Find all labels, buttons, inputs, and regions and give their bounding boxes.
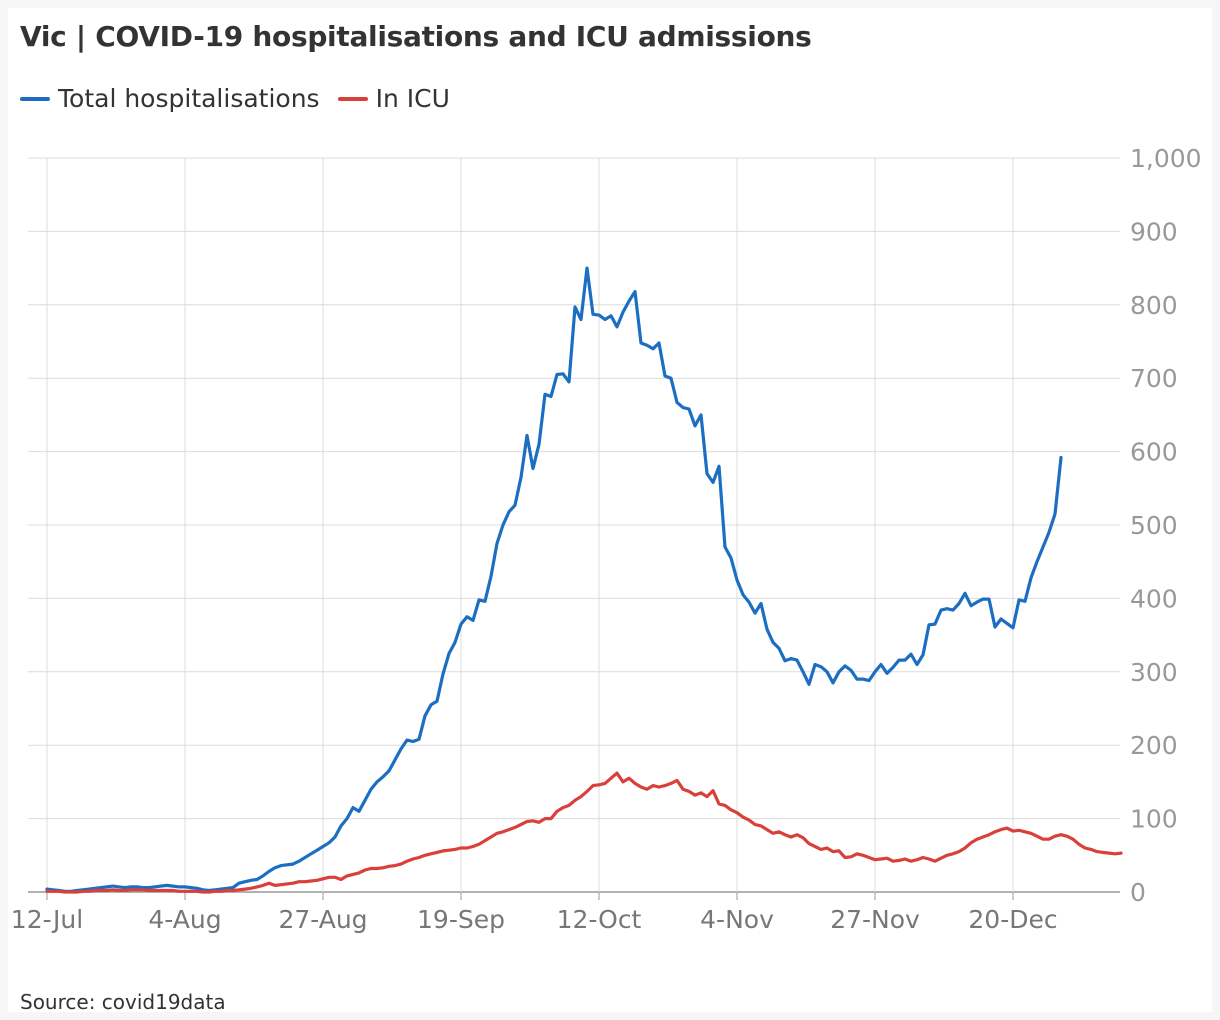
x-tick-label: 20-Dec	[968, 905, 1057, 934]
y-tick-label: 800	[1130, 291, 1178, 320]
x-tick-label: 27-Nov	[830, 905, 920, 934]
legend-swatch-in-icu	[337, 96, 368, 101]
y-tick-label: 400	[1130, 584, 1178, 613]
chart-title: Vic | COVID-19 hospitalisations and ICU …	[20, 20, 812, 53]
y-tick-label: 200	[1130, 731, 1178, 760]
legend-item-total-hospitalisations: Total hospitalisations	[20, 84, 320, 113]
legend-label-in-icu: In ICU	[375, 84, 450, 113]
y-tick-label: 100	[1130, 805, 1178, 834]
legend-swatch-total-hospitalisations	[20, 96, 50, 101]
x-tick-label: 27-Aug	[278, 905, 367, 934]
x-tick-label: 12-Jul	[11, 905, 83, 934]
legend-label-total-hospitalisations: Total hospitalisations	[58, 84, 320, 113]
series-line-total-hospitalisations	[45, 266, 1063, 893]
x-tick-label: 4-Nov	[700, 905, 774, 934]
series-line-in-icu	[45, 771, 1123, 894]
y-tick-label: 600	[1130, 438, 1178, 467]
y-tick-label: 300	[1130, 658, 1178, 687]
x-tick-label: 19-Sep	[417, 905, 505, 934]
legend-item-in-icu: In ICU	[337, 84, 450, 113]
y-tick-label: 0	[1130, 878, 1146, 907]
chart-card: Vic | COVID-19 hospitalisations and ICU …	[8, 8, 1212, 1014]
y-tick-label: 500	[1130, 511, 1178, 540]
x-tick-label: 4-Aug	[148, 905, 221, 934]
y-tick-label: 1,000	[1130, 144, 1202, 173]
legend: Total hospitalisations In ICU	[20, 84, 468, 113]
x-tick-label: 12-Oct	[557, 905, 642, 934]
y-tick-label: 700	[1130, 364, 1178, 393]
source-note: Source: covid19data	[20, 990, 226, 1014]
y-tick-label: 900	[1130, 217, 1178, 246]
